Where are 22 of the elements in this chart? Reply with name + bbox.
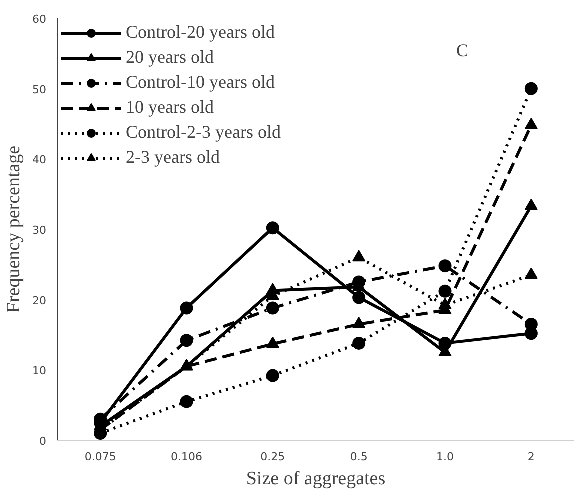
legend-label: 2-3 years old [126,147,220,168]
legend-label: Control-10 years old [126,72,275,93]
legend-label: 10 years old [126,97,214,118]
x-tick-label: 0.106 [171,450,203,464]
y-tick-label: 40 [32,154,47,167]
y-tick-label: 0 [40,435,46,448]
y-tick-label: 60 [32,13,47,26]
y-tick-label: 10 [32,364,47,378]
x-axis-title: Size of aggregates [246,468,386,490]
annotation: C [456,40,468,61]
x-tick-label: 0.25 [260,450,286,464]
y-axis-title: Frequency percentage [4,146,25,314]
y-tick-label: 30 [32,224,47,237]
y-tick-label: 20 [32,294,47,308]
x-tick-label: 0.5 [350,450,368,464]
x-tick-label: 0.075 [84,450,116,464]
x-tick-label: 1.0 [436,450,454,464]
x-tick-label: 2 [528,450,535,464]
legend-label: Control-20 years old [126,22,275,43]
legend-label: 20 years old [126,47,214,68]
legend-label: Control-2-3 years old [126,122,281,143]
y-tick-label: 50 [32,83,47,96]
